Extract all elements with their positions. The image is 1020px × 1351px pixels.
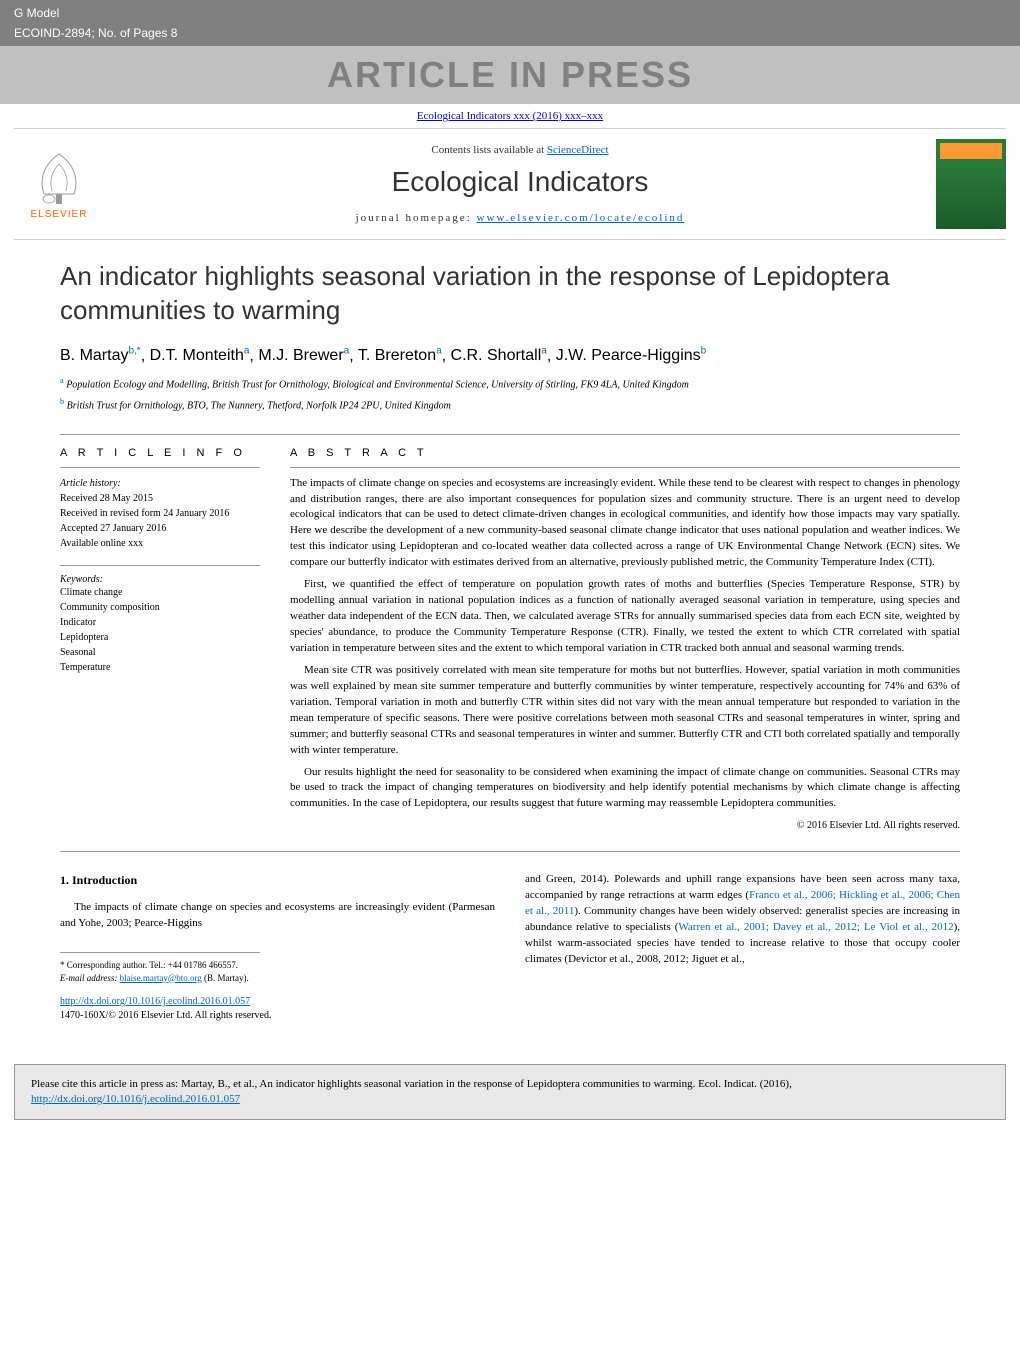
author: B. Martayb,*	[60, 347, 141, 364]
author: M.J. Brewera	[258, 347, 349, 364]
copyright: © 2016 Elsevier Ltd. All rights reserved…	[290, 820, 960, 831]
author-aff: a	[344, 346, 350, 357]
intro-section: 1. Introduction The impacts of climate c…	[60, 872, 960, 1023]
sciencedirect-link[interactable]: ScienceDirect	[547, 144, 609, 156]
elsevier-logo[interactable]: ELSEVIER	[14, 139, 104, 229]
elsevier-tree-icon	[24, 149, 94, 209]
homepage-prefix: journal homepage:	[356, 212, 477, 224]
keyword: Lepidoptera	[60, 630, 260, 645]
main-content: An indicator highlights seasonal variati…	[0, 240, 1020, 1044]
history-item: Accepted 27 January 2016	[60, 521, 260, 536]
citation-link[interactable]: http://dx.doi.org/10.1016/j.ecolind.2016…	[31, 1093, 240, 1105]
author-aff: a	[541, 346, 547, 357]
info-abstract-row: A R T I C L E I N F O Article history: R…	[60, 434, 960, 832]
abstract-text: The impacts of climate change on species…	[290, 476, 960, 813]
author: C.R. Shortalla	[451, 347, 547, 364]
ref-link[interactable]: Warren et al., 2001; Davey et al., 2012;…	[678, 921, 953, 933]
history-item: Available online xxx	[60, 536, 260, 551]
doi-link[interactable]: http://dx.doi.org/10.1016/j.ecolind.2016…	[60, 996, 250, 1007]
authors: B. Martayb,*, D.T. Monteitha, M.J. Brewe…	[60, 346, 960, 365]
model-code: ECOIND-2894; No. of Pages 8	[14, 26, 177, 40]
keyword: Climate change	[60, 585, 260, 600]
author: T. Breretona	[358, 347, 442, 364]
history-item: Received 28 May 2015	[60, 491, 260, 506]
abstract-heading: A B S T R A C T	[290, 435, 960, 468]
history-item: Received in revised form 24 January 2016	[60, 506, 260, 521]
intro-right-text: and Green, 2014). Polewards and uphill r…	[525, 872, 960, 968]
info-heading: A R T I C L E I N F O	[60, 435, 260, 468]
abstract-para: First, we quantified the effect of tempe…	[290, 577, 960, 657]
email-line: E-mail address: blaise.martay@bto.org (B…	[60, 972, 260, 985]
doi-block: http://dx.doi.org/10.1016/j.ecolind.2016…	[60, 995, 495, 1024]
intro-right-col: and Green, 2014). Polewards and uphill r…	[525, 872, 960, 1023]
keyword: Seasonal	[60, 645, 260, 660]
journal-title: Ecological Indicators	[104, 166, 936, 198]
abstract-para: Our results highlight the need for seaso…	[290, 765, 960, 813]
homepage-link[interactable]: www.elsevier.com/locate/ecolind	[477, 212, 685, 224]
masthead-center: Contents lists available at ScienceDirec…	[104, 144, 936, 224]
author-aff: a	[436, 346, 442, 357]
abstract-para: Mean site CTR was positively correlated …	[290, 663, 960, 759]
author: D.T. Monteitha	[150, 347, 250, 364]
history-block: Article history: Received 28 May 2015Rec…	[60, 476, 260, 551]
journal-ref: Ecological Indicators xxx (2016) xxx–xxx	[0, 104, 1020, 128]
author-aff: a	[244, 346, 250, 357]
email-suffix: (B. Martay).	[202, 973, 249, 983]
abstract-para: The impacts of climate change on species…	[290, 476, 960, 572]
intro-left-text: The impacts of climate change on species…	[60, 900, 495, 932]
intro-heading: 1. Introduction	[60, 872, 495, 889]
affiliation: a Population Ecology and Modelling, Brit…	[60, 375, 960, 392]
journal-ref-link[interactable]: Ecological Indicators xxx (2016) xxx–xxx	[417, 110, 603, 122]
press-banner: ARTICLE IN PRESS	[0, 46, 1020, 104]
article-title: An indicator highlights seasonal variati…	[60, 260, 960, 328]
divider	[60, 851, 960, 852]
keyword: Temperature	[60, 660, 260, 675]
affiliations: a Population Ecology and Modelling, Brit…	[60, 375, 960, 414]
header-bar-2: ECOIND-2894; No. of Pages 8	[0, 26, 1020, 46]
intro-left-col: 1. Introduction The impacts of climate c…	[60, 872, 495, 1023]
email-link[interactable]: blaise.martay@bto.org	[120, 973, 202, 983]
keyword: Indicator	[60, 615, 260, 630]
contents-prefix: Contents lists available at	[431, 144, 546, 156]
article-info-col: A R T I C L E I N F O Article history: R…	[60, 435, 260, 832]
abstract-col: A B S T R A C T The impacts of climate c…	[290, 435, 960, 832]
header-bar: G Model	[0, 0, 1020, 26]
author: J.W. Pearce-Higginsb	[556, 347, 707, 364]
elsevier-text: ELSEVIER	[31, 209, 88, 220]
affiliation: b British Trust for Ornithology, BTO, Th…	[60, 396, 960, 413]
keyword: Community composition	[60, 600, 260, 615]
citation-text: Please cite this article in press as: Ma…	[31, 1078, 792, 1090]
author-aff: b	[701, 346, 707, 357]
corresponding-author: * Corresponding author. Tel.: +44 01786 …	[60, 959, 260, 972]
journal-cover-thumb[interactable]	[936, 139, 1006, 229]
keywords-block: Keywords: Climate changeCommunity compos…	[60, 565, 260, 675]
issn-line: 1470-160X/© 2016 Elsevier Ltd. All right…	[60, 1009, 495, 1024]
email-label: E-mail address:	[60, 973, 120, 983]
citation-box: Please cite this article in press as: Ma…	[14, 1064, 1006, 1121]
model-label: G Model	[14, 6, 59, 20]
journal-homepage: journal homepage: www.elsevier.com/locat…	[104, 212, 936, 224]
author-aff: b,*	[128, 346, 140, 357]
ref-link[interactable]: Franco et al., 2006; Hickling et al., 20…	[525, 889, 960, 917]
footnote: * Corresponding author. Tel.: +44 01786 …	[60, 952, 260, 985]
history-label: Article history:	[60, 476, 260, 491]
keywords-label: Keywords:	[60, 574, 260, 585]
masthead: ELSEVIER Contents lists available at Sci…	[14, 128, 1006, 240]
contents-line: Contents lists available at ScienceDirec…	[104, 144, 936, 156]
